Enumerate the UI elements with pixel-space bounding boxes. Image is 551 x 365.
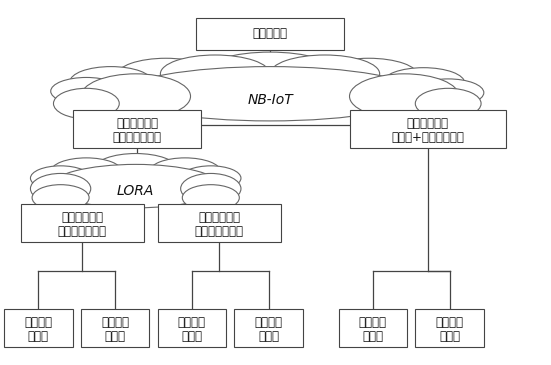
Text: 数据传输模块: 数据传输模块 xyxy=(116,117,158,130)
Text: 传感器: 传感器 xyxy=(105,330,126,343)
Text: LORA: LORA xyxy=(117,184,154,198)
Ellipse shape xyxy=(30,166,91,191)
Ellipse shape xyxy=(204,52,336,92)
Text: 云端服务器: 云端服务器 xyxy=(252,27,288,41)
Ellipse shape xyxy=(122,66,418,121)
Text: NB-IoT: NB-IoT xyxy=(247,93,293,107)
Ellipse shape xyxy=(30,173,91,204)
FancyBboxPatch shape xyxy=(338,309,407,347)
FancyBboxPatch shape xyxy=(415,309,484,347)
FancyBboxPatch shape xyxy=(20,204,144,242)
Ellipse shape xyxy=(181,173,241,204)
Text: （纯基站模式）: （纯基站模式） xyxy=(112,131,161,144)
Text: 土壤墒情: 土壤墒情 xyxy=(24,316,52,330)
Ellipse shape xyxy=(320,58,418,93)
Ellipse shape xyxy=(181,166,241,191)
Ellipse shape xyxy=(182,185,239,211)
Text: 传感器: 传感器 xyxy=(439,330,460,343)
Text: 传感器: 传感器 xyxy=(181,330,202,343)
Ellipse shape xyxy=(51,158,122,185)
Ellipse shape xyxy=(349,74,459,119)
Text: （集中器模式）: （集中器模式） xyxy=(195,225,244,238)
Text: 土壤墒情: 土壤墒情 xyxy=(178,316,206,330)
Ellipse shape xyxy=(53,88,119,119)
Text: 土壤墒情: 土壤墒情 xyxy=(255,316,283,330)
Text: （基站+集中器模式）: （基站+集中器模式） xyxy=(391,131,464,144)
Ellipse shape xyxy=(51,77,122,105)
Ellipse shape xyxy=(81,74,191,119)
Ellipse shape xyxy=(160,55,270,93)
Ellipse shape xyxy=(382,68,464,98)
FancyBboxPatch shape xyxy=(234,309,303,347)
Text: 传感器: 传感器 xyxy=(28,330,49,343)
FancyBboxPatch shape xyxy=(158,309,226,347)
Ellipse shape xyxy=(270,55,380,93)
Text: 土壤墒情: 土壤墒情 xyxy=(101,316,129,330)
Ellipse shape xyxy=(95,154,177,184)
Text: 传感器: 传感器 xyxy=(258,330,279,343)
Ellipse shape xyxy=(51,164,221,208)
Text: 传感器: 传感器 xyxy=(363,330,383,343)
Ellipse shape xyxy=(70,66,152,97)
FancyBboxPatch shape xyxy=(4,309,73,347)
Text: 数据传输模块: 数据传输模块 xyxy=(61,211,103,224)
FancyBboxPatch shape xyxy=(81,309,149,347)
Text: （集中器模式）: （集中器模式） xyxy=(58,225,107,238)
Ellipse shape xyxy=(415,88,481,119)
FancyBboxPatch shape xyxy=(196,18,344,50)
FancyBboxPatch shape xyxy=(349,110,506,148)
Ellipse shape xyxy=(32,185,89,211)
Text: 数据传输模块: 数据传输模块 xyxy=(198,211,240,224)
Text: 土壤墒情: 土壤墒情 xyxy=(359,316,387,330)
Ellipse shape xyxy=(149,158,221,185)
Ellipse shape xyxy=(413,79,484,107)
FancyBboxPatch shape xyxy=(158,204,281,242)
Text: 数据传输模块: 数据传输模块 xyxy=(407,117,449,130)
Text: 土壤墒情: 土壤墒情 xyxy=(435,316,463,330)
FancyBboxPatch shape xyxy=(73,110,202,148)
Ellipse shape xyxy=(116,58,215,93)
